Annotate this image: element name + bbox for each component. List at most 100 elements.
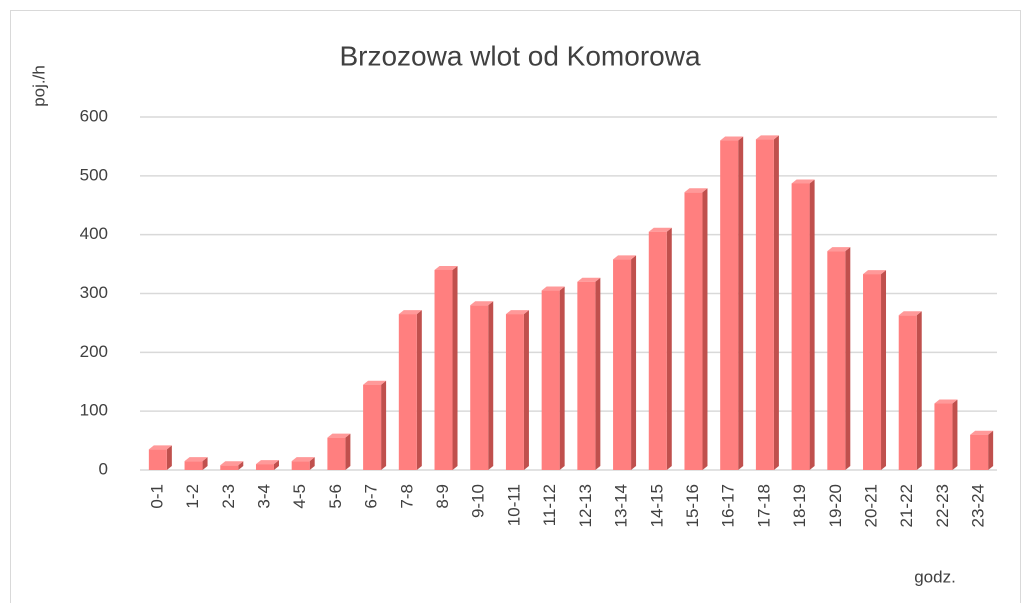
bar-top [398,310,422,315]
bar-side [452,265,458,470]
bar-top [148,445,172,450]
bar-top [255,460,279,465]
bar [327,437,346,470]
bar-top [613,255,637,260]
y-tick-label: 200 [80,342,108,361]
y-tick-label: 300 [80,283,108,302]
bar [363,384,382,470]
bar-side [202,457,208,470]
bar-top [720,136,744,141]
bar-top [898,311,922,316]
bar [434,269,453,470]
bar-top [291,457,315,462]
bar [613,259,632,470]
bar-side [738,136,744,471]
bar-top [648,227,672,232]
bar [255,464,274,470]
bar-side [595,277,601,470]
bar-top [327,433,351,438]
bar-side [238,461,244,470]
bar-side [845,247,851,470]
bar-top [434,265,458,270]
bar-side [273,460,279,470]
x-tick-label: 14-15 [647,484,666,527]
bar-side [631,255,637,470]
bar-top [791,179,815,184]
bar [470,305,489,470]
bar-side [666,227,672,470]
bar-side [916,311,922,470]
bar [220,465,239,470]
bar [684,192,703,470]
bar-side [809,179,815,470]
y-tick-label: 600 [80,106,108,125]
bar-top [755,135,779,140]
bar-top [470,301,494,306]
bar-side [416,310,422,470]
bar-top [577,277,601,282]
bar-top [934,399,958,404]
bar [970,434,989,470]
x-tick-label: 13-14 [612,484,631,527]
x-tick-label: 4-5 [290,484,309,509]
x-tick-label: 19-20 [826,484,845,527]
bar-side [345,433,351,470]
x-tick-label: 7-8 [397,484,416,509]
bar-side [309,457,315,470]
y-tick-label: 400 [80,224,108,243]
bar-side [523,310,529,470]
bar-side [988,430,994,470]
bar-top [970,430,994,435]
x-tick-label: 21-22 [897,484,916,527]
x-tick-label: 5-6 [326,484,345,509]
x-tick-label: 6-7 [362,484,381,509]
bar [577,281,596,470]
bar-top [220,461,244,466]
bar [898,315,917,470]
x-tick-label: 17-18 [754,484,773,527]
x-tick-label: 2-3 [219,484,238,509]
x-tick-label: 1-2 [183,484,202,509]
bar-top [184,457,208,462]
x-tick-label: 3-4 [254,484,273,509]
bar [827,251,846,470]
x-tick-label: 22-23 [933,484,952,527]
x-tick-label: 0-1 [147,484,166,509]
bar-top [363,380,387,385]
bar-side [381,380,387,470]
y-axis-label: poj./h [29,65,48,107]
bar-top [541,286,565,291]
bar [505,314,524,470]
x-tick-label: 9-10 [469,484,488,518]
bar [791,183,810,470]
x-axis-label: godz. [914,567,956,586]
bar [755,139,774,470]
x-tick-label: 11-12 [540,484,559,526]
bar-side [773,135,779,470]
x-tick-label: 10-11 [504,484,523,526]
x-tick-label: 12-13 [576,484,595,527]
bar [720,140,739,471]
bar-side [702,188,708,470]
y-tick-label: 0 [99,459,108,478]
bar-side [952,399,958,470]
chart-title: Brzozowa wlot od Komorowa [339,40,700,71]
y-tick-label: 500 [80,165,108,184]
x-tick-label: 16-17 [719,484,738,527]
bar-top [827,247,851,252]
bar [291,461,310,470]
bar-top [684,188,708,193]
bar [184,461,203,470]
bar-side [488,301,494,470]
bar-top [505,310,529,315]
bar [148,449,167,470]
bar [541,290,560,470]
x-tick-label: 8-9 [433,484,452,509]
bar [648,231,667,470]
x-tick-label: 18-19 [790,484,809,527]
bar-side [881,270,887,470]
bar-side [559,286,565,470]
bar-top [863,270,887,275]
bar-side [166,445,172,470]
